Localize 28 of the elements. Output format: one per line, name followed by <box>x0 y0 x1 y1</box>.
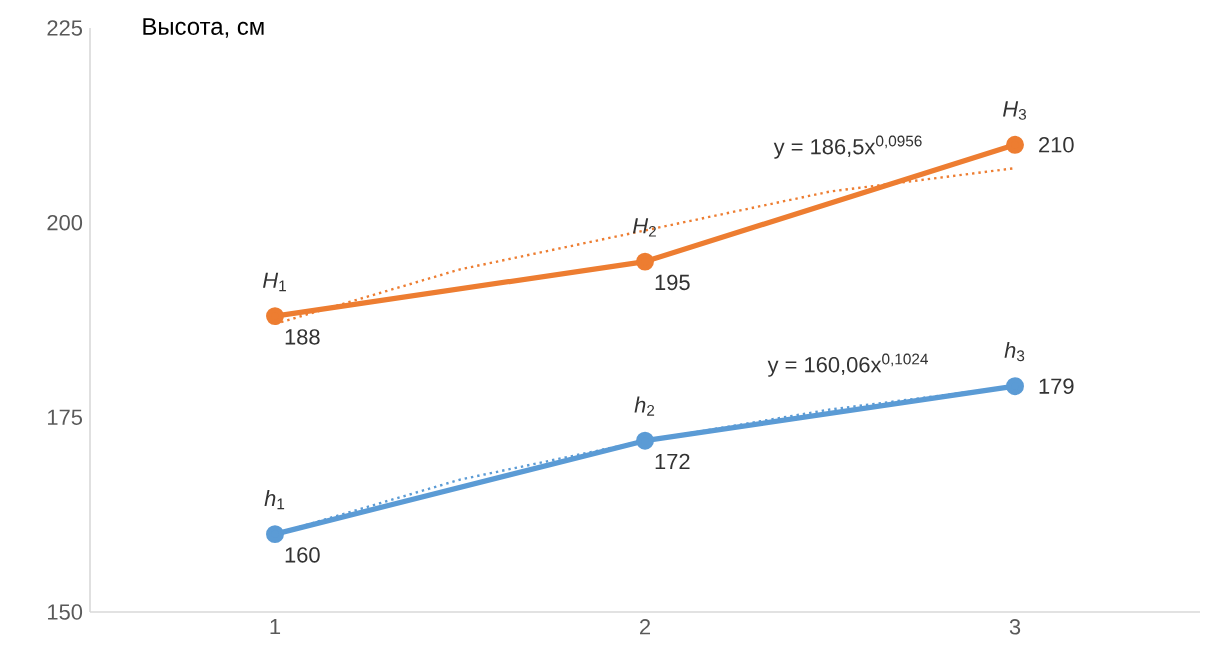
y-axis-title: Высота, см <box>143 18 264 38</box>
annotation: h$_{1}$ <box>264 490 285 510</box>
annotation: H$_{3}$ <box>1003 101 1027 120</box>
annotation: h$_{2}$ <box>634 396 655 416</box>
x-tick-label: 3 <box>1009 619 1021 635</box>
x-tick-label: 1 <box>270 619 281 635</box>
point <box>1006 377 1024 396</box>
annotation: H$_{1}$ <box>263 272 286 292</box>
point <box>266 307 284 326</box>
y-tick-label: 150 <box>48 604 83 620</box>
data-label: 179 <box>1039 378 1074 394</box>
data-label: 172 <box>655 453 690 470</box>
annotation: y = 160,06x$^{0,1024}$ <box>767 353 928 377</box>
annotation: h$_{3}$ <box>1004 341 1025 362</box>
x-tick-label: 2 <box>640 619 651 635</box>
annotation: y = 186,5x$^{0,0956}$ <box>773 135 922 159</box>
data-label: 195 <box>655 274 690 291</box>
annotation: H$_{2}$ <box>633 218 656 237</box>
y-tick-label: 225 <box>47 20 83 36</box>
point <box>1006 135 1024 154</box>
data-label: 188 <box>285 329 320 345</box>
data-label: 210 <box>1039 137 1074 153</box>
y-tick-label: 175 <box>48 409 83 425</box>
data-label: 160 <box>285 547 320 563</box>
point <box>636 252 654 271</box>
y-tick-label: 200 <box>47 214 83 231</box>
point <box>636 431 654 450</box>
point <box>266 525 284 544</box>
